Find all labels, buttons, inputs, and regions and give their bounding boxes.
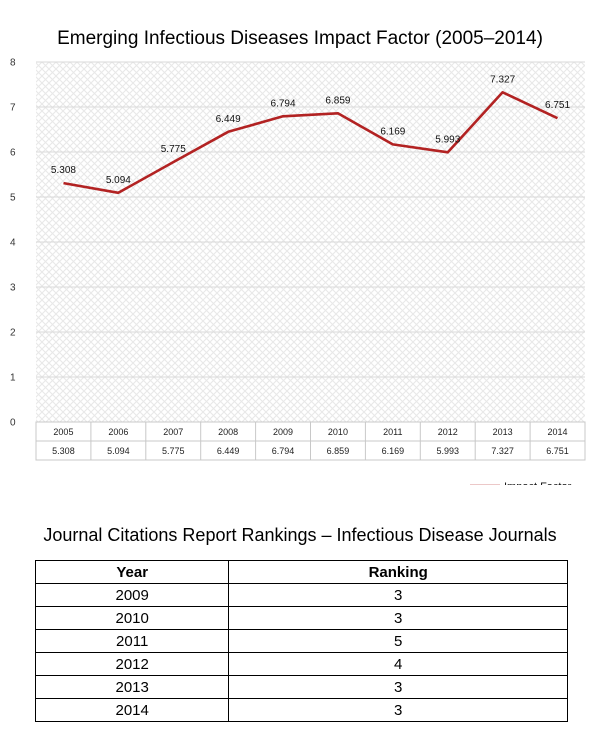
data-label: 6.449 — [216, 114, 241, 125]
data-table-value: 6.794 — [272, 446, 295, 456]
header-year: Year — [34, 560, 230, 584]
data-table-value: 6.169 — [382, 446, 405, 456]
row-ranking: 3 — [228, 583, 568, 607]
row-year: 2012 — [34, 652, 230, 676]
y-tick-label: 8 — [10, 58, 16, 69]
series-line-impact-factor — [63, 90, 559, 195]
data-label: 5.094 — [106, 175, 131, 186]
x-tick-label: 2014 — [548, 427, 568, 437]
x-tick-label: 2007 — [163, 427, 183, 437]
x-tick-label: 2006 — [108, 427, 128, 437]
data-table-value: 6.449 — [217, 446, 240, 456]
y-tick-label: 3 — [10, 283, 16, 294]
row-ranking: 5 — [228, 629, 568, 653]
x-tick-label: 2005 — [53, 427, 73, 437]
rankings-header-row: Year Ranking — [34, 560, 568, 584]
row-year: 2010 — [34, 606, 230, 630]
row-ranking: 3 — [228, 675, 568, 699]
table-row: 2011 5 — [34, 629, 568, 653]
x-tick-label: 2013 — [493, 427, 513, 437]
data-table-value: 6.751 — [546, 446, 569, 456]
data-table-value: 5.308 — [52, 446, 75, 456]
table-row: 2014 3 — [34, 698, 568, 722]
y-tick-label: 1 — [10, 373, 16, 384]
y-tick-label: 2 — [10, 328, 16, 339]
data-table-value: 6.859 — [327, 446, 350, 456]
y-tick-label: 0 — [10, 418, 16, 429]
row-ranking: 3 — [228, 606, 568, 630]
impact-factor-line-chart: 0 1 2 3 4 5 6 7 8 2005 5.308 2006 5.094 2007 5.775 200… — [10, 58, 586, 485]
chart-title: Emerging Infectious Diseases Impact Fact… — [57, 28, 543, 49]
data-label: 5.308 — [51, 165, 76, 176]
table-row: 2010 3 — [34, 606, 568, 630]
x-tick-label: 2010 — [328, 427, 348, 437]
x-tick-label: 2008 — [218, 427, 238, 437]
table-row: 2013 3 — [34, 675, 568, 699]
data-label: 6.859 — [325, 95, 350, 106]
row-year: 2014 — [34, 698, 230, 722]
row-ranking: 3 — [228, 698, 568, 722]
y-tick-label: 7 — [10, 103, 16, 114]
row-year: 2011 — [34, 629, 230, 653]
x-tick-label: 2011 — [383, 427, 402, 437]
row-ranking: 4 — [228, 652, 568, 676]
x-tick-label: 2009 — [273, 427, 293, 437]
row-year: 2009 — [34, 583, 230, 607]
data-label: 6.169 — [380, 126, 405, 137]
data-label: 6.751 — [545, 100, 570, 111]
data-label: 6.794 — [271, 98, 296, 109]
table-row: 2012 4 — [34, 652, 568, 676]
row-year: 2013 — [34, 675, 230, 699]
rankings-table: Year Ranking 2009 3 2010 3 2011 5 2012 4… — [34, 560, 568, 722]
rankings-table-title: Journal Citations Report Rankings – Infe… — [43, 525, 557, 545]
y-tick-label: 5 — [10, 193, 16, 204]
data-label: 7.327 — [490, 74, 515, 85]
x-tick-label: 2012 — [438, 427, 458, 437]
data-table-value: 5.775 — [162, 446, 185, 456]
header-ranking: Ranking — [228, 560, 568, 584]
data-label: 5.993 — [435, 134, 460, 145]
y-tick-label: 4 — [10, 238, 16, 249]
y-tick-label: 6 — [10, 148, 16, 159]
table-row: 2009 3 — [34, 583, 568, 607]
data-label: 5.775 — [161, 144, 186, 155]
data-table-value: 7.327 — [491, 446, 514, 456]
data-table-value: 5.094 — [107, 446, 130, 456]
legend-label: Impact Factor — [504, 481, 572, 485]
data-table-value: 5.993 — [436, 446, 459, 456]
